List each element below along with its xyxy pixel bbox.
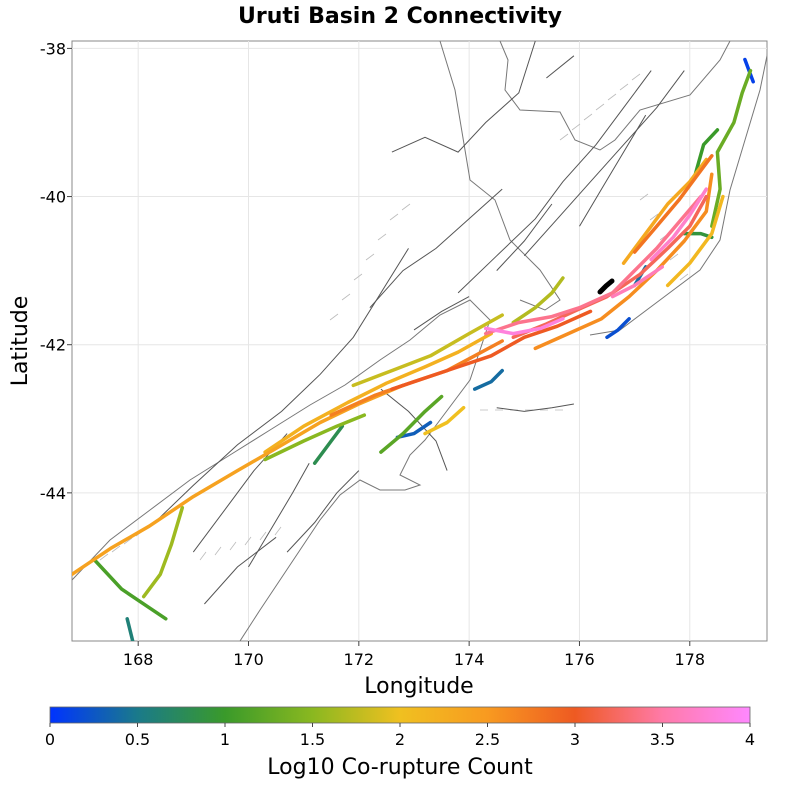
- reference-fault-trace: [369, 188, 503, 309]
- fault-pink-ridge-c: [483, 317, 565, 336]
- y-axis-ticks: -38 -40 -42 -44: [40, 39, 72, 503]
- plot-area: [71, 40, 768, 642]
- fault-culverden: [395, 420, 433, 440]
- reference-fault-trace: [496, 403, 574, 412]
- reference-fault-trace: [523, 70, 685, 257]
- fault-cook-strait-link: [483, 194, 703, 336]
- coastline-east-north-island: [589, 53, 767, 336]
- fault-clarence-fault: [390, 309, 593, 391]
- reference-fault-trace: [546, 55, 575, 79]
- coastline-south-island: [72, 299, 491, 641]
- fault-westland-lower: [263, 413, 367, 462]
- fault-pink-ridge-a: [649, 187, 709, 262]
- coastline-north-island: [499, 41, 731, 151]
- y-tick-label: -44: [40, 484, 66, 503]
- connected-fault-traces: [72, 57, 755, 641]
- colorbar-tick-label: 2: [395, 730, 405, 749]
- x-tick-label: 168: [123, 650, 154, 669]
- colorbar-tick-label: 1.5: [300, 730, 325, 749]
- x-tick-label: 174: [454, 650, 485, 669]
- y-axis-label: Latitude: [8, 296, 33, 387]
- fault-pink-ridge-b: [610, 265, 664, 299]
- fault-kaikoura-coast: [423, 405, 466, 436]
- colorbar-tick-label: 3.5: [650, 730, 675, 749]
- x-tick-label: 172: [344, 650, 375, 669]
- y-tick-label: -42: [40, 336, 66, 355]
- x-axis-ticks: 168 170 172 174 176 178: [123, 641, 705, 669]
- reference-fault-trace: [457, 70, 652, 294]
- reference-faults: [154, 41, 685, 605]
- fault-wellington-fault: [511, 194, 709, 340]
- black-fault-segment: [597, 278, 615, 295]
- fault-eastern-link-1: [693, 128, 720, 177]
- colorbar-tick-label: 3: [570, 730, 580, 749]
- x-tick-label: 176: [564, 650, 595, 669]
- fault-marlborough-offshore: [472, 368, 504, 391]
- fault-east-coast-chain: [710, 68, 753, 228]
- fault-mohaka-fault: [632, 154, 714, 254]
- x-tick-label: 178: [675, 650, 706, 669]
- colorbar-tick-label: 1: [220, 730, 230, 749]
- colorbar-tick-label: 0.5: [125, 730, 150, 749]
- reference-fault-trace: [391, 41, 536, 153]
- reference-fault-trace: [496, 203, 553, 271]
- reference-fault-trace: [579, 114, 647, 227]
- fault-fiordland-south: [92, 557, 168, 621]
- fault-wairarapa-south: [605, 317, 631, 340]
- y-tick-label: -40: [40, 188, 66, 207]
- colorbar-tick-label: 2.5: [475, 730, 500, 749]
- colorbar-ticks: 0 0.5 1 1.5 2 2.5 3 3.5 4: [45, 723, 755, 749]
- colorbar-tick-label: 4: [745, 730, 755, 749]
- fault-canterbury-north: [379, 394, 444, 454]
- fault-porters-pass: [312, 424, 345, 465]
- x-tick-label: 170: [233, 650, 264, 669]
- colorbar-label: Log10 Co-rupture Count: [267, 755, 533, 780]
- reference-fault-trace: [204, 536, 277, 605]
- fault-wairau-north: [351, 313, 504, 388]
- fault-puysegur: [125, 617, 135, 641]
- reference-fault-trace: [286, 470, 360, 553]
- y-tick-label: -38: [40, 39, 66, 58]
- reference-fault-trace: [248, 462, 310, 568]
- fault-fiordland-spur: [141, 505, 185, 599]
- x-axis-label: Longitude: [364, 674, 473, 699]
- colorbar-tick-label: 0: [45, 730, 55, 749]
- coastline-west-north-island: [439, 41, 561, 311]
- fault-alpine-central: [263, 331, 493, 454]
- colorbar: [49, 706, 751, 724]
- reference-fault-trace: [413, 296, 470, 331]
- fault-wairarapa-fault: [533, 172, 714, 351]
- fault-ruahine-fault: [621, 157, 709, 265]
- chart-title: Uruti Basin 2 Connectivity: [238, 4, 562, 29]
- fault-northern-sound: [511, 276, 565, 325]
- fault-hikurangi-margin: [665, 194, 725, 288]
- gridlines: [72, 41, 767, 641]
